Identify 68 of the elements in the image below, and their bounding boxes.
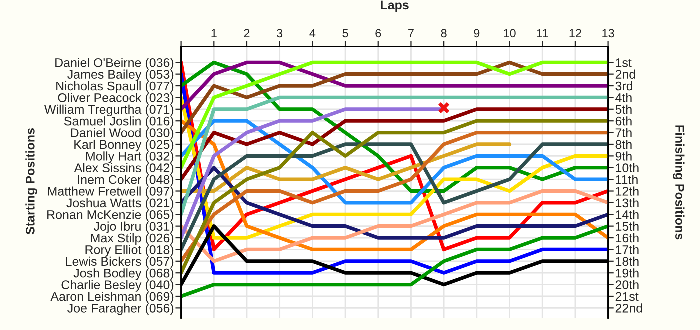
y-tick-label: 1st bbox=[616, 58, 632, 68]
y-tick-label: 18th bbox=[616, 256, 639, 266]
x-tick-label: 13 bbox=[602, 29, 614, 38]
x-axis-title: Laps bbox=[381, 0, 409, 12]
x-tick-label: 7 bbox=[408, 29, 414, 38]
y-tick-label: 2nd bbox=[616, 70, 636, 79]
x-tick-label: 10 bbox=[504, 29, 516, 38]
x-tick-label: 3 bbox=[277, 29, 283, 38]
category-label: Joshua Watts (021) bbox=[66, 198, 174, 210]
y-tick-label: 4th bbox=[616, 93, 632, 102]
y-tick-label: 21st bbox=[616, 292, 639, 302]
y-tick-label: 5th bbox=[616, 104, 632, 114]
category-label: Jojo Ibru (031) bbox=[94, 222, 174, 234]
category-label: Oliver Peacock (023) bbox=[58, 93, 174, 105]
y-tick-label: 7th bbox=[616, 128, 632, 138]
category-label: Inem Coker (048) bbox=[78, 175, 174, 187]
category-label: Joe Faragher (056) bbox=[68, 304, 174, 316]
y-tick-label: 15th bbox=[616, 222, 639, 231]
annotation: ✖ bbox=[438, 102, 450, 114]
category-label: Lewis Bickers (057) bbox=[66, 256, 174, 269]
category-label: Josh Bodley (068) bbox=[74, 268, 174, 280]
category-label: James Bailey (053) bbox=[68, 70, 174, 82]
y-tick-label: 16th bbox=[616, 234, 639, 243]
y-tick-label: 10th bbox=[616, 163, 639, 173]
category-label: Aaron Leishman (069) bbox=[50, 292, 174, 304]
category-label: Samuel Joslin (016) bbox=[64, 116, 174, 128]
y-tick-label: 19th bbox=[616, 268, 639, 278]
y-tick-label: 8th bbox=[616, 140, 632, 150]
line-series bbox=[181, 142, 608, 252]
y-tick-label: 11th bbox=[616, 175, 638, 184]
y-axis-title: Finishing Positions bbox=[673, 126, 685, 240]
category-label: Molly Hart (032) bbox=[86, 152, 174, 164]
category-label: Charlie Besley (040) bbox=[62, 280, 174, 292]
category-label: Daniel Wood (030) bbox=[71, 128, 174, 140]
line-series bbox=[181, 189, 608, 264]
x-tick-label: 9 bbox=[474, 29, 480, 38]
y-tick-label: 13th bbox=[616, 198, 639, 208]
category-label: William Tregurtha (071) bbox=[44, 104, 174, 117]
category-label: Ronan McKenzie (065) bbox=[48, 210, 174, 222]
x-tick-label: 4 bbox=[310, 29, 316, 38]
x-tick-label: 2 bbox=[244, 29, 250, 38]
y-tick-label: 17th bbox=[616, 245, 639, 254]
x-tick-label: 5 bbox=[342, 29, 348, 38]
line-series bbox=[181, 166, 608, 240]
y-tick-label: 20th bbox=[616, 280, 639, 290]
category-label: Max Stilp (026) bbox=[91, 234, 174, 246]
category-label: Daniel O'Beirne (036) bbox=[56, 58, 174, 70]
line-series bbox=[181, 224, 608, 298]
text: Starting Positions bbox=[26, 128, 38, 235]
x-tick-label: 6 bbox=[376, 29, 382, 38]
x-tick-label: 8 bbox=[441, 29, 447, 38]
y-tick-label: 12th bbox=[616, 186, 639, 196]
line-series bbox=[181, 60, 608, 135]
y-tick-label: 9th bbox=[616, 152, 632, 161]
category-label: Karl Bonney (025) bbox=[74, 140, 174, 152]
y-tick-label: 22nd bbox=[616, 304, 642, 313]
line-series bbox=[181, 60, 608, 112]
line-series bbox=[181, 60, 608, 170]
category-label: Matthew Fretwell (097) bbox=[48, 186, 174, 198]
category-label: Nicholas Spaull (077) bbox=[56, 82, 174, 94]
category-label: Rory Elliot (018) bbox=[86, 245, 174, 257]
x-tick-label: 11 bbox=[537, 29, 548, 38]
y-tick-label: 6th bbox=[616, 116, 632, 126]
category-label: Alex Sissins (042) bbox=[74, 163, 174, 175]
y-tick-label: 14th bbox=[616, 210, 639, 220]
x-tick-label: 1 bbox=[212, 29, 217, 38]
y-tick-label: 3rd bbox=[616, 82, 633, 91]
x-tick-label: 12 bbox=[570, 29, 582, 38]
